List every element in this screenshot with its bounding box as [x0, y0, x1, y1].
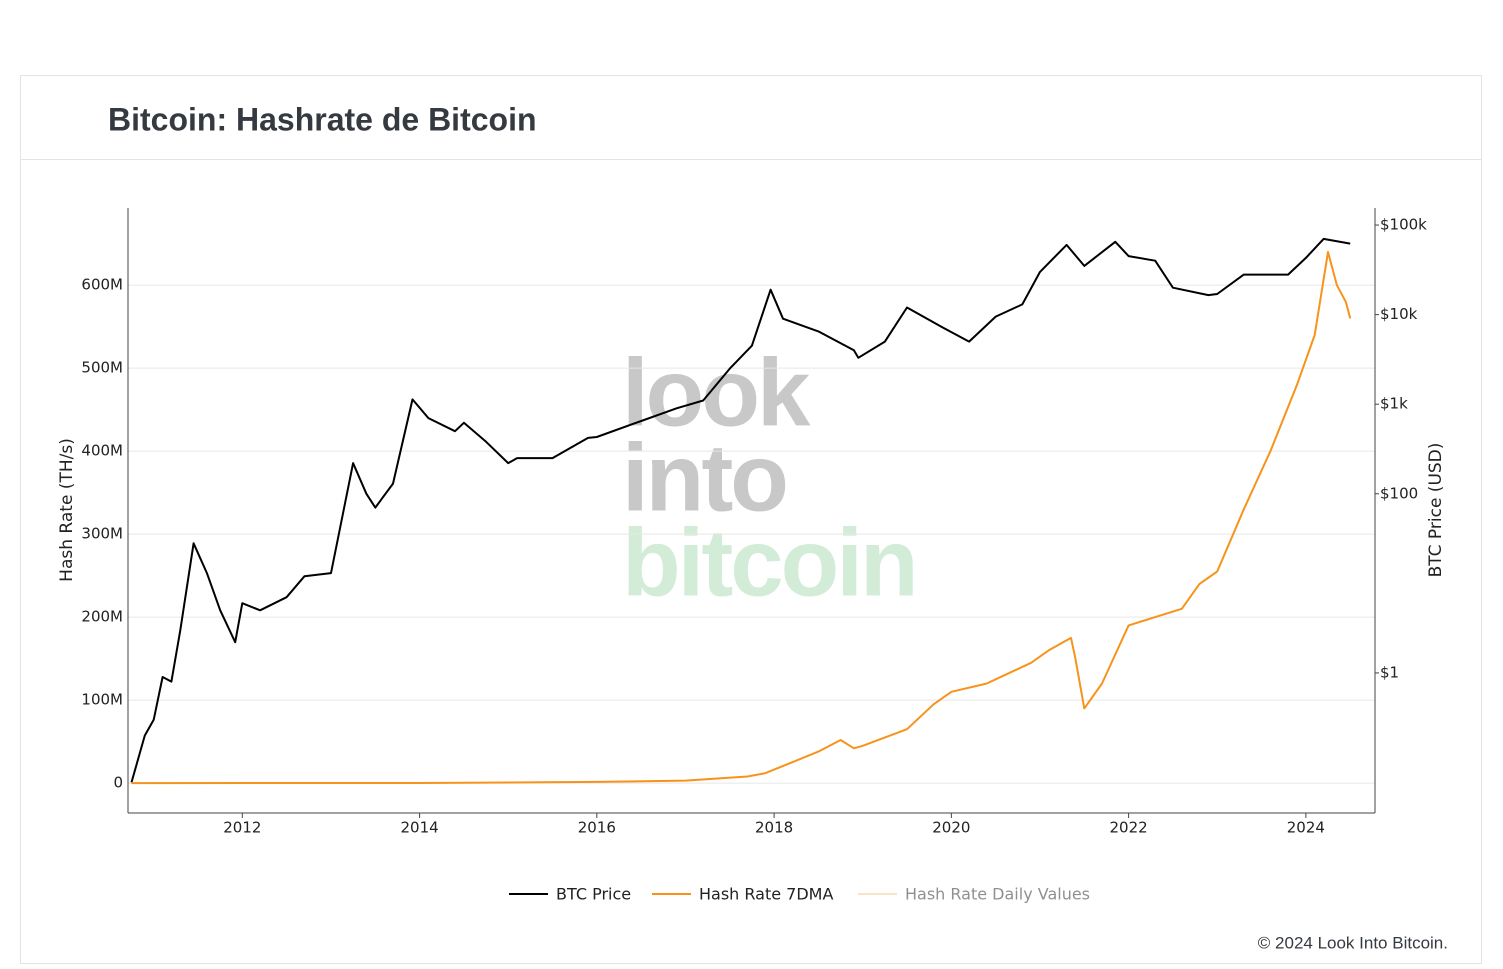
y-tick-label: 100M — [81, 691, 123, 709]
watermark: into — [622, 424, 786, 531]
series-line — [131, 251, 1352, 785]
chart-title: Bitcoin: Hashrate de Bitcoin — [108, 101, 537, 137]
series-line — [130, 237, 1351, 783]
copyright: © 2024 Look Into Bitcoin. — [1258, 933, 1448, 952]
watermark: look — [622, 339, 811, 446]
x-tick-label: 2020 — [932, 819, 970, 837]
y-axis-title: Hash Rate (TH/s) — [57, 438, 77, 582]
card — [20, 75, 1482, 964]
x-tick-label: 2016 — [578, 819, 616, 837]
y2-tick-label: $1 — [1380, 663, 1399, 681]
y-tick-label: 400M — [81, 442, 123, 460]
y-tick-label: 200M — [81, 608, 123, 626]
watermark: bitcoin — [622, 509, 916, 616]
y2-tick-label: $1k — [1380, 395, 1408, 413]
legend-label[interactable]: Hash Rate 7DMA — [699, 885, 833, 904]
y2-axis-title: BTC Price (USD) — [1426, 443, 1446, 578]
x-tick-label: 2022 — [1110, 819, 1148, 837]
y-tick-label: 300M — [81, 525, 123, 543]
y-tick-label: 500M — [81, 359, 123, 377]
x-tick-label: 2014 — [400, 819, 438, 837]
y-tick-label: 600M — [81, 276, 123, 294]
x-tick-label: 2012 — [223, 819, 261, 837]
x-tick-label: 2024 — [1287, 819, 1325, 837]
y2-tick-label: $10k — [1380, 305, 1418, 323]
y2-tick-label: $100k — [1380, 216, 1427, 234]
legend-label[interactable]: Hash Rate Daily Values — [905, 885, 1090, 904]
y-tick-label: 0 — [113, 774, 123, 792]
legend-label[interactable]: BTC Price — [556, 885, 631, 904]
y2-tick-label: $100 — [1380, 484, 1418, 502]
x-tick-label: 2018 — [755, 819, 793, 837]
